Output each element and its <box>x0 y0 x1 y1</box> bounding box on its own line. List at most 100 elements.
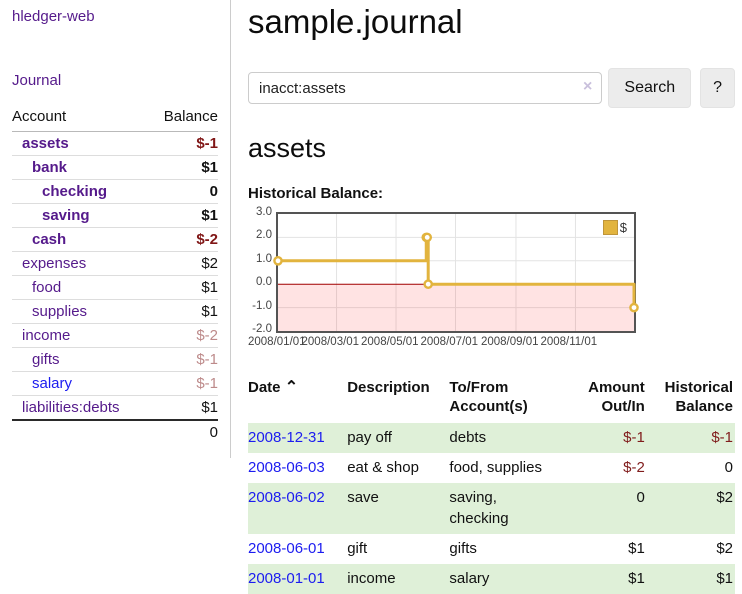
search-button[interactable]: Search <box>608 68 692 108</box>
historical-balance-chart: $ 3.0 2.0 1.0 0.0 -1.0 -2.0 2008/01/01 2008/03… <box>248 206 639 352</box>
description-column-header: Description <box>347 379 430 396</box>
sidebar-account-balance: $-1 <box>148 131 218 156</box>
sidebar-account-balance: $-1 <box>148 371 218 396</box>
search-help-button[interactable]: ? <box>700 68 735 108</box>
sidebar-item-journal[interactable]: Journal <box>12 72 62 89</box>
transaction-accounts: salary <box>449 570 490 587</box>
main-content: sample.journal × Search ? assets Histori… <box>231 0 742 594</box>
sidebar-account-link[interactable]: bank <box>32 159 68 176</box>
register-row: 2008-12-31 pay off debts $-1 $-1 <box>248 423 735 453</box>
y-tick-label: 2.0 <box>256 229 272 242</box>
sidebar-account-balance: $1 <box>148 203 218 228</box>
transaction-date-link[interactable]: 2008-06-02 <box>248 489 325 506</box>
transaction-balance: $-1 <box>711 429 733 446</box>
chart-legend: $ <box>600 219 629 236</box>
y-tick-label: 0.0 <box>256 276 272 289</box>
sidebar-total-row: 0 <box>12 419 218 444</box>
sidebar-account-row: supplies $1 <box>12 299 218 324</box>
account-column-header: Account <box>12 106 149 132</box>
sidebar-account-row: income $-2 <box>12 323 218 348</box>
register-row: 2008-06-02 save saving, checking 0 $2 <box>248 483 735 534</box>
sidebar-account-balance: $1 <box>148 299 218 324</box>
legend-label: $ <box>619 220 627 235</box>
sidebar-account-link[interactable]: gifts <box>32 351 60 368</box>
transaction-accounts: food, supplies <box>449 459 542 476</box>
y-tick-label: -2.0 <box>252 323 272 335</box>
y-tick-label: 3.0 <box>256 206 272 218</box>
transaction-date-link[interactable]: 2008-06-03 <box>248 459 325 476</box>
sidebar-account-row: expenses $2 <box>12 251 218 276</box>
sidebar-account-link[interactable]: expenses <box>22 255 87 272</box>
date-header-label: Date <box>248 379 281 396</box>
sidebar-account-row: gifts $-1 <box>12 347 218 372</box>
transaction-balance: $2 <box>716 540 733 557</box>
sidebar-total-spacer <box>12 419 149 444</box>
y-tick-label: -1.0 <box>252 299 272 312</box>
register-row: 2008-06-03 eat & shop food, supplies $-2 0 <box>248 453 735 483</box>
transaction-amount: $1 <box>628 570 645 587</box>
sidebar-account-balance: $1 <box>148 395 218 420</box>
search-input[interactable] <box>248 72 603 104</box>
sort-ascending-icon: ⌃ <box>284 379 299 396</box>
chart-svg <box>273 214 639 331</box>
page-title: sample.journal <box>248 3 463 40</box>
sidebar-account-link[interactable]: supplies <box>32 303 88 320</box>
transaction-accounts: debts <box>449 429 487 446</box>
sidebar-account-balance: $1 <box>148 275 218 300</box>
transaction-description: save <box>347 489 379 506</box>
sidebar-account-link[interactable]: liabilities:debts <box>22 399 120 416</box>
sidebar-account-balance: $1 <box>148 155 218 180</box>
transaction-balance: $2 <box>716 489 733 506</box>
sidebar-account-balance: 0 <box>148 179 218 204</box>
search-input-wrap: × <box>248 72 603 104</box>
sidebar-account-link[interactable]: checking <box>42 183 108 200</box>
transaction-description: gift <box>347 540 368 557</box>
clear-search-icon[interactable]: × <box>583 78 593 95</box>
legend-swatch-icon <box>602 220 618 235</box>
sidebar-account-rows: assets $-1 bank $1 checking 0 saving $1 cash $-2 e… <box>12 131 218 420</box>
transaction-balance: 0 <box>724 459 733 476</box>
transaction-date-link[interactable]: 2008-06-01 <box>248 540 325 557</box>
transaction-balance: $1 <box>716 570 733 587</box>
sidebar-account-link[interactable]: food <box>32 279 62 296</box>
y-tick-label: 1.0 <box>256 252 272 265</box>
sidebar-account-link[interactable]: income <box>22 327 71 344</box>
transaction-amount: $-2 <box>623 459 645 476</box>
sidebar-account-row: assets $-1 <box>12 131 218 156</box>
amount-column-header: Amount Out/In <box>588 379 645 415</box>
transaction-description: income <box>347 570 396 587</box>
transaction-description: eat & shop <box>347 459 419 476</box>
sidebar-account-row: saving $1 <box>12 203 218 228</box>
x-tick-label: 2008/11/01 <box>540 336 598 348</box>
sidebar-account-link[interactable]: cash <box>32 231 67 248</box>
sidebar-total-balance: 0 <box>148 419 218 444</box>
transaction-date-link[interactable]: 2008-01-01 <box>248 570 325 587</box>
transaction-date-link[interactable]: 2008-12-31 <box>248 429 325 446</box>
sidebar-account-balance: $-2 <box>148 323 218 348</box>
register-row: 2008-01-01 income salary $1 $1 <box>248 564 735 594</box>
sidebar-account-balance: $2 <box>148 251 218 276</box>
sidebar-account-row: salary $-1 <box>12 371 218 396</box>
x-tick-label: 2008/01/01 <box>248 336 306 348</box>
x-tick-label: 2008/09/01 <box>480 336 539 348</box>
transaction-description: pay off <box>347 429 392 446</box>
transaction-accounts: gifts <box>449 540 477 557</box>
search-bar: × Search ? <box>248 68 735 108</box>
balance-column-header: Balance <box>148 106 218 132</box>
sidebar-account-link[interactable]: salary <box>32 375 73 392</box>
register-header-row: Date ⌃ Description To/From Account(s) Am… <box>248 376 735 423</box>
date-column-header[interactable]: Date ⌃ <box>248 376 347 423</box>
sidebar-account-balance: $-1 <box>148 347 218 372</box>
sidebar-account-link[interactable]: assets <box>22 135 69 152</box>
sidebar-account-link[interactable]: saving <box>42 207 90 224</box>
app-title-link[interactable]: hledger-web <box>12 8 95 25</box>
register-rows: 2008-12-31 pay off debts $-1 $-1 2008-06-03 ea… <box>248 423 735 594</box>
transaction-accounts: saving, checking <box>449 489 509 527</box>
x-tick-label: 2008/07/01 <box>420 336 479 348</box>
x-tick-label: 2008/05/01 <box>361 336 419 348</box>
accounts-column-header: To/From Account(s) <box>449 379 528 415</box>
sidebar-account-row: checking 0 <box>12 179 218 204</box>
chart-plot-area: $ <box>273 212 639 333</box>
register-table: Date ⌃ Description To/From Account(s) Am… <box>248 376 735 594</box>
